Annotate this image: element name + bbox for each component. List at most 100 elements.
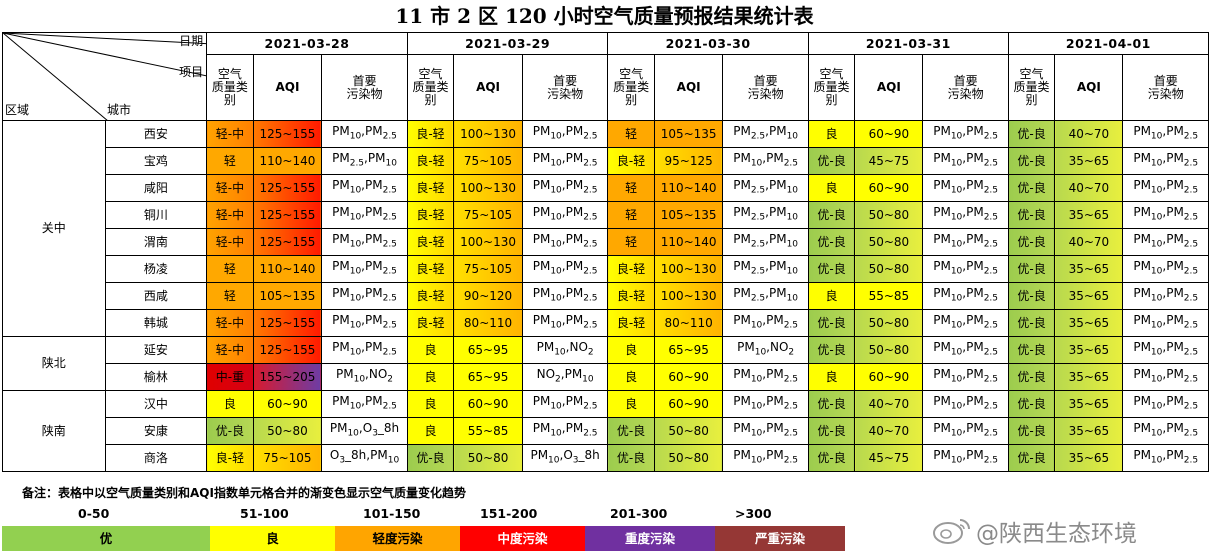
pollutant-name: PM10 (737, 339, 767, 358)
aqi-cell: 35~65 (1054, 201, 1124, 229)
category-cell: 良-轻 (406, 255, 455, 283)
pollutant-cell: PM10,PM2.5 (1122, 120, 1209, 148)
page-title: 11 市 2 区 120 小时空气质量预报结果统计表 (395, 4, 814, 28)
pollutant-cell: PM10,PM2.5 (321, 282, 408, 310)
pollutant-cell: PM10,NO2 (521, 336, 609, 364)
aqi-header: AQI (854, 54, 924, 121)
category-header-line: 空气 (619, 67, 644, 81)
aqi-cell: 45~75 (854, 444, 924, 472)
pollutant-name: PM2.5 (365, 339, 397, 358)
pollutant-name: PM2.5 (966, 339, 999, 358)
category-header-line: 空气 (217, 67, 242, 81)
pollutant-cell: PM10,PM2.5 (1122, 444, 1209, 472)
table-row: 陕南 汉中良 60~90 PM10,PM2.5 良 60~90 PM10,PM2.5 良 60~… (2, 390, 1209, 472)
pollutant-name: PM2.5 (766, 150, 799, 169)
city-cell: 铜川 (104, 201, 208, 229)
pollutant-name: PM10 (1133, 312, 1163, 331)
category-cell: 优-良 (1007, 309, 1056, 337)
category-cell: 良-轻 (406, 120, 455, 148)
aqi-cell: 60~90 (854, 120, 924, 148)
pollutant-cell: PM2.5,PM10 (321, 147, 408, 175)
date-header: 2021-03-31 (807, 32, 1009, 55)
pollutant-cell: PM10,PM2.5 (1122, 417, 1209, 445)
pollutant-cell: PM10,PM2.5 (1122, 309, 1209, 337)
pollutant-name: PM2.5 (966, 447, 999, 466)
pollutant-name: PM10 (933, 177, 963, 196)
category-cell: 轻-中 (206, 309, 254, 337)
aqi-header: AQI (252, 54, 323, 121)
pollutant-name: PM10 (564, 366, 594, 385)
pollutant-cell: PM2.5,PM10 (722, 228, 809, 256)
pollutant-name: PM2.5 (966, 285, 999, 304)
pollutant-name: PM2.5 (1166, 231, 1199, 250)
pollutant-cell: PM10,PM2.5 (521, 390, 609, 418)
diagonal-lines (3, 33, 206, 120)
aqi-cell: 35~65 (1054, 309, 1124, 337)
pollutant-name: PM10 (532, 150, 562, 169)
category-cell: 良 (406, 336, 455, 364)
pollutant-name: PM2.5 (733, 258, 766, 277)
category-cell: 良 (807, 363, 856, 391)
pollutant-name: PM10 (733, 366, 763, 385)
pollutant-name: PM10 (1133, 339, 1163, 358)
table-row: 宝鸡轻 110~140 PM2.5,PM10 良-轻 75~105 PM10,PM2.5 良… (3, 147, 1209, 175)
pollutant-cell: PM10,PM2.5 (521, 228, 609, 256)
pollutant-header: 首要 污染物 (922, 54, 1009, 121)
pollutant-name: PM2.5 (733, 177, 766, 196)
pollutant-cell: PM2.5,PM10 (722, 174, 809, 202)
aqi-cell: 75~105 (252, 444, 323, 472)
aqi-cell: 110~140 (653, 174, 724, 202)
pollutant-name: PM2.5 (1166, 393, 1199, 412)
color-legend: 优良轻度污染 中度污染 重度污染 严重污染 (2, 526, 845, 551)
pollutant-name: PM10 (532, 177, 562, 196)
aqi-cell: 35~65 (1054, 336, 1124, 364)
pollutant-cell: PM10,PM2.5 (521, 201, 609, 229)
pollutant-cell: PM10,PM2.5 (1122, 174, 1209, 202)
category-cell: 优-良 (206, 417, 254, 445)
aqi-cell: 100~130 (453, 228, 523, 256)
aqi-cell: 35~65 (1054, 255, 1124, 283)
pollutant-name: PM10 (933, 204, 963, 223)
scale-number: 0-50 (78, 506, 110, 521)
category-cell: 良-轻 (406, 228, 455, 256)
city-axis-label: 城市 (107, 103, 132, 117)
category-cell: 良-轻 (406, 282, 455, 310)
pollutant-cell: PM10,PM2.5 (922, 390, 1009, 418)
pollutant-name: PM2.5 (766, 447, 799, 466)
pollutant-name: PM2.5 (1166, 204, 1199, 223)
aqi-cell: 110~140 (252, 147, 323, 175)
aqi-cell: 60~90 (453, 390, 523, 418)
category-cell: 良 (206, 390, 254, 418)
pollutant-name: PM2.5 (565, 312, 598, 331)
aqi-cell: 75~105 (453, 147, 523, 175)
table-row: 杨凌轻 110~140 PM10,PM2.5 良-轻 75~105 PM10,PM2.5 良… (3, 255, 1209, 283)
city-cell: 西咸 (104, 282, 208, 310)
category-header: 空气 质量类别 (1007, 54, 1056, 121)
table-row: 咸阳 轻-中 125~155 PM10,PM2.5 良-轻 100~130 PM10,PM2… (3, 174, 1209, 202)
pollutant-name: PM10 (933, 285, 963, 304)
pollutant-name: PM2.5 (733, 123, 766, 142)
aqi-cell: 35~65 (1054, 282, 1124, 310)
category-cell: 优-良 (807, 417, 856, 445)
aqi-cell: 60~90 (854, 174, 924, 202)
pollutant-cell: PM10,PM2.5 (1122, 336, 1209, 364)
watermark: @陕西生态环境 (976, 521, 1137, 547)
weibo-icon (933, 519, 970, 544)
category-header-line: 别 (625, 93, 638, 107)
pollutant-name: O3_8h (563, 447, 600, 466)
pollutant-header-line: 首要 (1153, 73, 1178, 88)
pollutant-cell: PM10,PM2.5 (521, 147, 609, 175)
pollutant-header-line: 首要 (553, 73, 578, 88)
city-cell: 西安 (104, 120, 208, 148)
aqi-cell: 55~85 (854, 282, 924, 310)
aqi-cell: 50~80 (453, 444, 523, 472)
aqi-cell: 90~120 (453, 282, 523, 310)
pollutant-header-line: 污染物 (547, 86, 584, 101)
aqi-cell: 100~130 (653, 255, 724, 283)
aqi-cell: 110~140 (653, 228, 724, 256)
pollutant-name: PM10 (768, 177, 799, 196)
pollutant-name: PM10 (1133, 177, 1163, 196)
pollutant-cell: PM10,PM2.5 (922, 147, 1009, 175)
pollutant-name: PM10 (332, 204, 362, 223)
pollutant-name: PM2.5 (1166, 177, 1199, 196)
